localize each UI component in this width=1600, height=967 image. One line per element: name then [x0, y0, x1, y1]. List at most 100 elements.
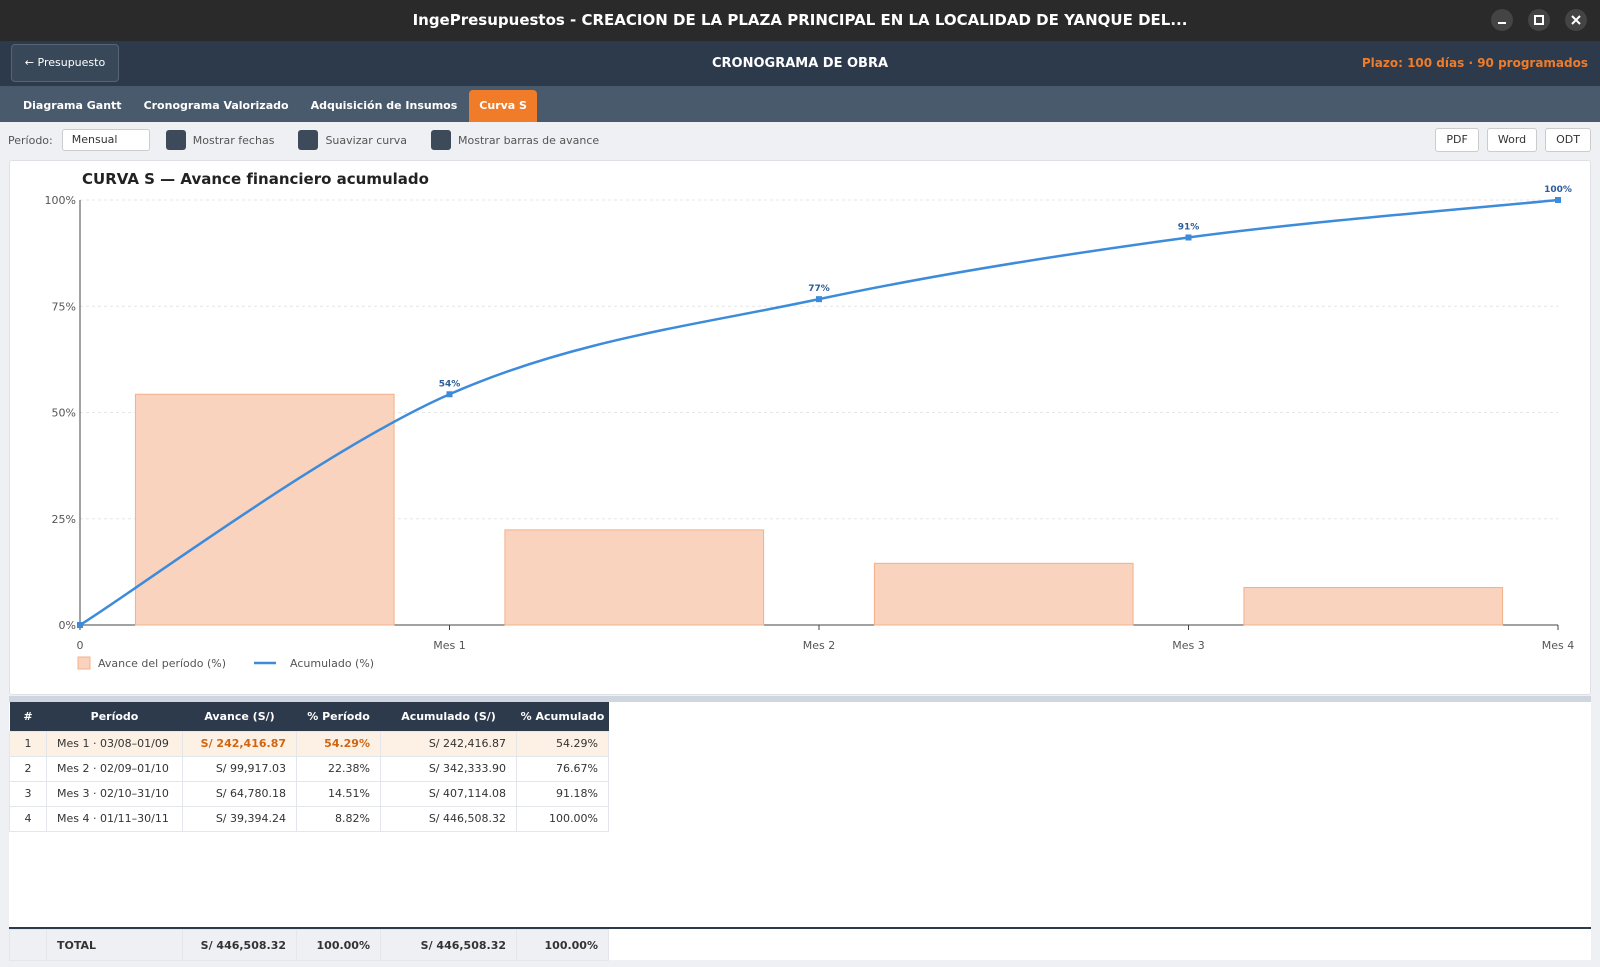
legend-label: Acumulado (%)	[290, 657, 374, 670]
data-label: 54%	[439, 379, 461, 389]
export-button[interactable]: PDF	[1435, 128, 1479, 152]
toolbar: Período: Mensual Mostrar fechas Suavizar …	[0, 122, 1600, 158]
y-tick-label: 0%	[59, 619, 76, 632]
total-cell: 100.00%	[296, 929, 381, 961]
export-button[interactable]: ODT	[1545, 128, 1591, 152]
separator: ·	[1468, 56, 1473, 70]
period-select[interactable]: Mensual	[61, 129, 150, 151]
legend-swatch	[77, 656, 91, 670]
legend-label: Avance del período (%)	[98, 657, 226, 670]
checkbox-icon[interactable]	[431, 130, 452, 150]
column-header: % Acumulado	[516, 702, 609, 731]
bar	[1243, 587, 1504, 626]
column-header: #	[9, 702, 47, 731]
line-point	[1555, 197, 1561, 203]
table-cell: S/ 446,508.32	[380, 805, 517, 832]
line-point	[77, 622, 83, 628]
tab[interactable]: Adquisición de Insumos	[310, 99, 458, 112]
bar	[134, 393, 395, 626]
column-header: Avance (S/)	[182, 702, 297, 731]
page-title: CRONOGRAMA DE OBRA	[711, 56, 889, 71]
table-cell: S/ 39,394.24	[182, 805, 297, 832]
x-tick-label: 0	[77, 639, 84, 652]
table-cell: S/ 242,416.87	[182, 730, 297, 757]
total-cell: TOTAL	[46, 929, 183, 961]
column-header: Acumulado (S/)	[380, 702, 517, 731]
table-cell: Mes 4 · 01/11–30/11	[46, 805, 183, 832]
column-header: % Período	[296, 702, 381, 731]
maximize-button[interactable]	[1528, 9, 1550, 31]
x-tick-label: Mes 3	[1172, 639, 1204, 652]
plazo-info: Plazo: 100 días · 90 programados	[1362, 41, 1588, 86]
data-label: 91%	[1178, 222, 1200, 232]
total-cell: S/ 446,508.32	[182, 929, 297, 961]
tab[interactable]: Diagrama Gantt	[23, 99, 122, 112]
y-tick-label: 25%	[52, 513, 76, 526]
bar	[873, 562, 1134, 626]
chart-panel: CURVA S — Avance financiero acumulado 0% 2…	[9, 160, 1591, 695]
chart-title: CURVA S — Avance financiero acumulado	[82, 170, 429, 188]
total-cell: S/ 446,508.32	[380, 929, 517, 961]
table-cell: 4	[9, 805, 47, 832]
table-cell: 54.29%	[296, 730, 381, 757]
window-title: IngePresupuestos - CREACION DE LA PLAZA …	[412, 11, 1188, 29]
option-checkbox[interactable]: Suavizar curva	[298, 130, 407, 150]
table-cell: Mes 2 · 02/09–01/10	[46, 755, 183, 782]
x-tick-label: Mes 2	[803, 639, 835, 652]
y-tick-label: 75%	[52, 300, 76, 313]
table-cell: 54.29%	[516, 730, 609, 757]
programados: 90 programados	[1477, 56, 1588, 70]
table-cell: S/ 342,333.90	[380, 755, 517, 782]
table-cell: 14.51%	[296, 780, 381, 807]
table-cell: 8.82%	[296, 805, 381, 832]
table-cell	[9, 929, 47, 961]
option-checkbox[interactable]: Mostrar barras de avance	[431, 130, 599, 150]
total-table: TOTAL S/ 446,508.32 100.00% S/ 446,508.32 10…	[9, 929, 609, 961]
table-row: 4 Mes 4 · 01/11–30/11 S/ 39,394.24 8.82% S/ …	[9, 805, 609, 832]
total-row: TOTAL S/ 446,508.32 100.00% S/ 446,508.32 10…	[9, 927, 1591, 961]
plazo: Plazo: 100 días	[1361, 56, 1465, 70]
y-tick-label: 100%	[45, 194, 76, 207]
header: CRONOGRAMA DE OBRA ← Presupuesto Plazo: …	[0, 41, 1600, 86]
total-cell: 100.00%	[516, 929, 609, 961]
window-controls	[1491, 9, 1587, 31]
tab[interactable]: Curva S	[469, 90, 537, 122]
total-row: TOTAL S/ 446,508.32 100.00% S/ 446,508.32 10…	[9, 929, 609, 961]
table-row: 2 Mes 2 · 02/09–01/10 S/ 99,917.03 22.38% S/…	[9, 755, 609, 782]
x-tick-label: Mes 4	[1542, 639, 1574, 652]
table-cell: 76.67%	[516, 755, 609, 782]
table-cell: 22.38%	[296, 755, 381, 782]
option-label: Mostrar fechas	[192, 133, 275, 147]
x-tick-label: Mes 1	[433, 639, 465, 652]
bar	[504, 529, 765, 626]
table-cell: Mes 1 · 03/08–01/09	[46, 730, 183, 757]
table-cell: Mes 3 · 02/10–31/10	[46, 780, 183, 807]
chart: CURVA S — Avance financiero acumulado 0% 2…	[45, 170, 1575, 670]
table-row: 1 Mes 1 · 03/08–01/09 S/ 242,416.87 54.29% S…	[9, 730, 609, 757]
data-table: # Período Avance (S/)% Período Acumulado (S…	[9, 702, 609, 832]
y-tick-label: 50%	[52, 407, 76, 420]
header-row: # Período Avance (S/)% Período Acumulado (S…	[9, 702, 609, 731]
title-bar: IngePresupuestos - CREACION DE LA PLAZA …	[0, 0, 1600, 41]
export-button[interactable]: Word	[1486, 128, 1538, 152]
line-point	[816, 296, 822, 303]
back-button[interactable]: ← Presupuesto	[11, 44, 119, 82]
period-label: Período:	[8, 133, 53, 147]
checkbox-icon[interactable]	[298, 130, 319, 150]
data-label: 100%	[1544, 185, 1572, 195]
table-panel: # Período Avance (S/)% Período Acumulado (S…	[9, 702, 1591, 961]
export-buttons: PDF Word ODT	[1435, 128, 1591, 152]
minimize-button[interactable]	[1491, 9, 1513, 31]
table-cell: S/ 407,114.08	[380, 780, 517, 807]
line-point	[1185, 234, 1192, 241]
option-label: Suavizar curva	[325, 133, 408, 147]
option-checkbox[interactable]: Mostrar fechas	[165, 130, 275, 150]
checkbox-icon[interactable]	[165, 130, 186, 150]
table-cell: 3	[9, 780, 47, 807]
data-label: 77%	[808, 284, 830, 294]
table-cell: 1	[9, 730, 47, 757]
line-point	[446, 391, 453, 398]
tab[interactable]: Cronograma Valorizado	[143, 99, 289, 112]
